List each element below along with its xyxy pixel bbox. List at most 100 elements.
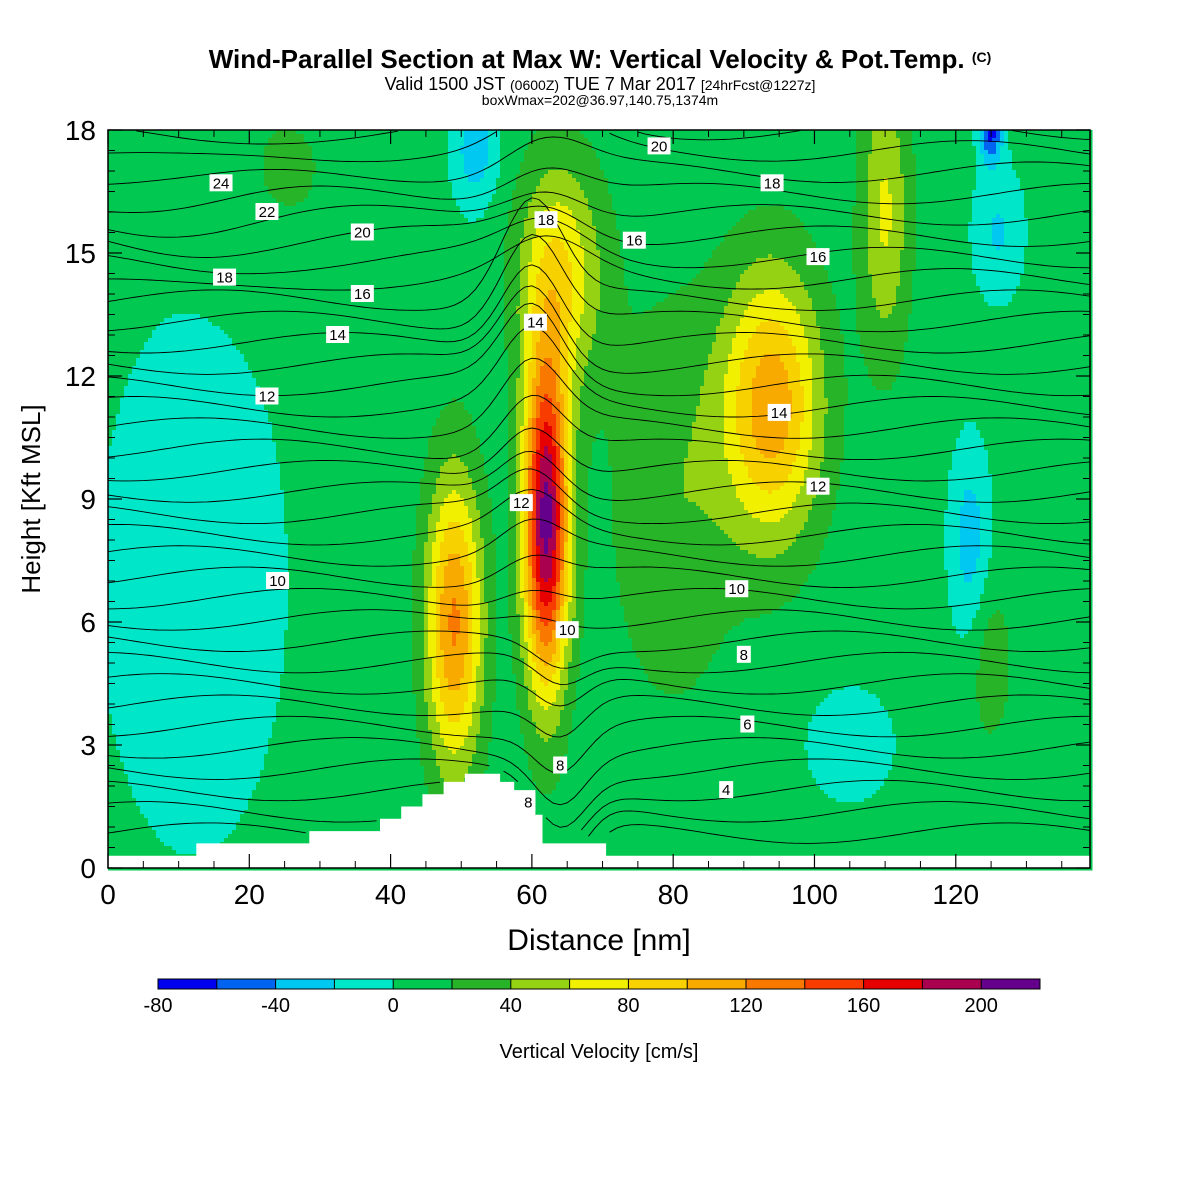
field-cell: [376, 146, 381, 151]
field-cell: [420, 170, 425, 175]
field-cell: [776, 158, 781, 163]
field-cell: [172, 162, 177, 167]
field-cell: [424, 146, 429, 151]
field-cell: [836, 150, 841, 155]
field-cell: [816, 146, 821, 151]
field-cell: [120, 166, 125, 171]
field-cell: [560, 162, 565, 167]
field-cell: [460, 138, 465, 143]
field-cell: [744, 162, 749, 167]
field-cell: [848, 142, 853, 147]
field-cell: [440, 174, 445, 179]
field-cell: [980, 150, 985, 155]
field-cell: [552, 154, 557, 159]
field-cell: [496, 170, 501, 175]
field-cell: [232, 162, 237, 167]
field-cell: [396, 178, 401, 183]
field-cell: [1012, 182, 1017, 187]
field-cell: [468, 186, 473, 191]
field-cell: [900, 166, 905, 171]
field-cell: [292, 150, 297, 155]
field-cell: [756, 162, 761, 167]
field-cell: [948, 178, 953, 183]
field-cell: [208, 158, 213, 163]
field-cell: [844, 186, 849, 191]
field-cell: [848, 174, 853, 179]
field-cell: [700, 142, 705, 147]
field-cell: [716, 162, 721, 167]
field-cell: [172, 174, 177, 179]
field-cell: [456, 142, 461, 147]
field-cell: [380, 154, 385, 159]
field-cell: [1032, 182, 1037, 187]
field-cell: [592, 138, 597, 143]
field-cell: [552, 186, 557, 191]
field-cell: [384, 150, 389, 155]
field-cell: [476, 162, 481, 167]
field-cell: [652, 170, 657, 175]
field-cell: [380, 162, 385, 167]
field-cell: [248, 174, 253, 179]
field-cell: [440, 170, 445, 175]
field-cell: [1048, 154, 1053, 159]
field-cell: [812, 182, 817, 187]
field-cell: [280, 170, 285, 175]
field-cell: [180, 150, 185, 155]
field-cell: [388, 186, 393, 191]
field-cell: [956, 182, 961, 187]
field-cell: [660, 166, 665, 171]
field-cell: [336, 150, 341, 155]
field-cell: [864, 170, 869, 175]
field-cell: [728, 186, 733, 191]
field-cell: [420, 158, 425, 163]
field-cell: [448, 166, 453, 171]
field-cell: [1052, 158, 1057, 163]
field-cell: [200, 186, 205, 191]
field-cell: [400, 182, 405, 187]
field-cell: [244, 150, 249, 155]
field-cell: [872, 162, 877, 167]
field-cell: [936, 142, 941, 147]
field-cell: [1040, 162, 1045, 167]
field-cell: [824, 134, 829, 139]
field-cell: [208, 162, 213, 167]
field-cell: [860, 186, 865, 191]
field-cell: [908, 146, 913, 151]
field-cell: [868, 134, 873, 139]
field-cell: [688, 178, 693, 183]
field-cell: [340, 162, 345, 167]
field-cell: [548, 178, 553, 183]
field-cell: [236, 138, 241, 143]
field-cell: [948, 146, 953, 151]
field-cell: [156, 174, 161, 179]
field-cell: [468, 134, 473, 139]
field-cell: [1076, 154, 1081, 159]
field-cell: [892, 170, 897, 175]
field-cell: [900, 158, 905, 163]
field-cell: [600, 138, 605, 143]
field-cell: [852, 158, 857, 163]
field-cell: [144, 166, 149, 171]
field-cell: [176, 186, 181, 191]
field-cell: [608, 142, 613, 147]
field-cell: [568, 142, 573, 147]
field-cell: [700, 182, 705, 187]
field-cell: [972, 150, 977, 155]
field-cell: [252, 134, 257, 139]
field-cell: [808, 146, 813, 151]
field-cell: [524, 134, 529, 139]
field-cell: [928, 146, 933, 151]
field-cell: [204, 170, 209, 175]
field-cell: [808, 170, 813, 175]
field-cell: [520, 166, 525, 171]
field-cell: [356, 142, 361, 147]
field-cell: [964, 142, 969, 147]
field-cell: [700, 170, 705, 175]
field-cell: [704, 146, 709, 151]
field-cell: [404, 186, 409, 191]
field-cell: [292, 174, 297, 179]
field-cell: [660, 186, 665, 191]
field-cell: [436, 150, 441, 155]
field-cell: [440, 146, 445, 151]
field-cell: [436, 134, 441, 139]
